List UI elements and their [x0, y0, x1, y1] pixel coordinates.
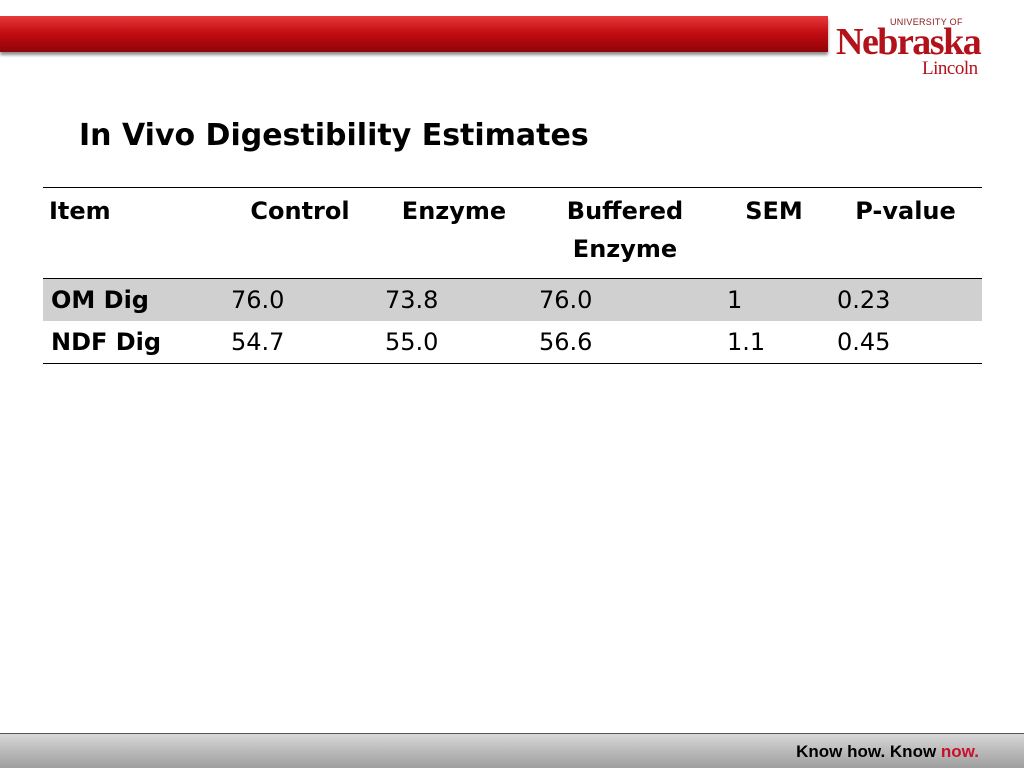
- university-logo: UNIVERSITY OF Nebraska Lincoln: [836, 14, 986, 82]
- logo-wordmark: Nebraska: [836, 21, 982, 63]
- cell-enzyme: 73.8: [377, 278, 531, 321]
- cell-control: 76.0: [223, 278, 377, 321]
- cell-item: OM Dig: [43, 278, 223, 321]
- tagline-main: Know how. Know: [796, 742, 941, 761]
- table-row: NDF Dig 54.7 55.0 56.6 1.1 0.45: [43, 321, 982, 364]
- cell-enzyme: 55.0: [377, 321, 531, 364]
- cell-item: NDF Dig: [43, 321, 223, 364]
- footer-bar: Know how. Know now.: [0, 733, 1024, 768]
- table-header-row: Item Control Enzyme Buffered Enzyme SEM …: [43, 187, 982, 279]
- slide-title: In Vivo Digestibility Estimates: [79, 118, 589, 153]
- column-header-p-value: P-value: [829, 187, 982, 279]
- cell-control: 54.7: [223, 321, 377, 364]
- cell-p-value: 0.23: [829, 278, 982, 321]
- tagline-accent: now.: [940, 742, 979, 761]
- column-header-sem: SEM: [719, 187, 829, 279]
- footer-tagline: Know how. Know now.: [796, 742, 979, 762]
- column-header-item: Item: [43, 187, 223, 279]
- header-red-bar: [0, 16, 828, 52]
- table-row: OM Dig 76.0 73.8 76.0 1 0.23: [43, 278, 982, 321]
- digestibility-table: Item Control Enzyme Buffered Enzyme SEM …: [43, 187, 982, 364]
- cell-p-value: 0.45: [829, 321, 982, 364]
- logo-campus: Lincoln: [922, 58, 978, 79]
- column-header-enzyme: Enzyme: [377, 187, 531, 279]
- column-header-buffered-enzyme: Buffered Enzyme: [531, 187, 719, 279]
- cell-buffered-enzyme: 56.6: [531, 321, 719, 364]
- column-header-control: Control: [223, 187, 377, 279]
- cell-sem: 1.1: [719, 321, 829, 364]
- cell-sem: 1: [719, 278, 829, 321]
- cell-buffered-enzyme: 76.0: [531, 278, 719, 321]
- logo-university-of: UNIVERSITY OF: [890, 17, 963, 27]
